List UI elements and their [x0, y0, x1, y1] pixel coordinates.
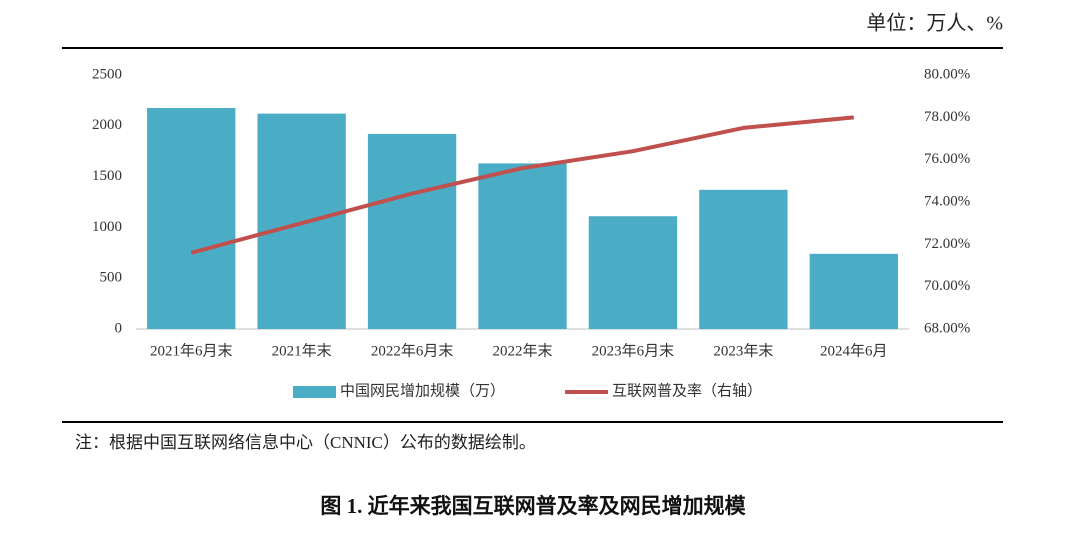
x-tick-label: 2021年6月末 — [150, 342, 233, 359]
bar — [588, 216, 678, 329]
y2-tick-label: 76.00% — [924, 151, 970, 167]
y-tick-label: 1500 — [92, 168, 122, 184]
y-tick-label: 0 — [115, 320, 123, 336]
bar — [147, 108, 236, 330]
note: 注：根据中国互联网络信息中心（CNNIC）公布的数据绘制。 — [75, 433, 536, 452]
x-tick-label: 2023年末 — [713, 342, 773, 359]
line — [190, 115, 854, 255]
y-tick-label: 500 — [100, 270, 123, 286]
x-tick-label: 2022年6月末 — [371, 342, 454, 359]
legend-label: 中国网民增加规模（万） — [340, 382, 505, 399]
unit-label: 单位：万人、% — [866, 12, 1003, 35]
y2-tick-label: 70.00% — [924, 278, 970, 294]
y-tick-label: 2500 — [92, 66, 122, 82]
y2-tick-label: 80.00% — [924, 66, 970, 82]
y-tick-label: 2000 — [92, 117, 122, 133]
y-tick-label: 1000 — [92, 219, 122, 235]
caption: 图 1. 近年来我国互联网普及率及网民增加规模 — [320, 494, 746, 518]
legend-swatch — [293, 386, 336, 398]
bar — [367, 133, 457, 329]
y2-tick-label: 72.00% — [924, 236, 970, 252]
x-tick-label: 2022年末 — [492, 342, 552, 359]
bar — [478, 163, 567, 329]
y2-tick-label: 78.00% — [924, 109, 970, 125]
x-tick-label: 2021年末 — [272, 342, 332, 359]
legend-label: 互联网普及率（右轴） — [612, 382, 762, 399]
bar — [809, 253, 898, 329]
x-tick-label: 2023年6月末 — [592, 342, 675, 359]
y2-tick-label: 74.00% — [924, 193, 970, 209]
x-tick-label: 2024年6月 — [820, 342, 888, 359]
bar — [699, 189, 788, 329]
y2-tick-label: 68.00% — [924, 320, 970, 336]
